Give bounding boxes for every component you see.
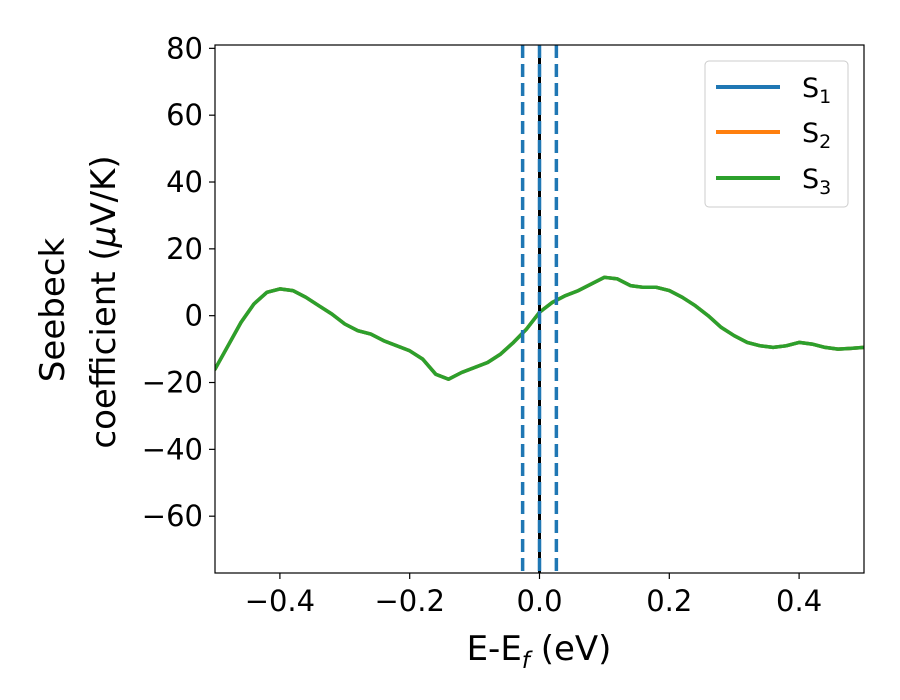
y-tick-label: 60	[166, 98, 203, 132]
legend-label-s1-base: S	[802, 73, 819, 104]
legend-label-s3-sub: 3	[819, 177, 831, 199]
legend-label-s1: S1	[802, 73, 831, 108]
x-axis-label-main: E-E	[467, 629, 522, 669]
x-tick-label: 0.0	[516, 584, 562, 618]
y-tick-label: −40	[142, 432, 203, 466]
legend: S1 S2 S3	[704, 60, 849, 208]
x-tick-label: 0.4	[776, 584, 822, 618]
y-axis-label-line2-text: coefficient (	[84, 247, 124, 448]
x-axis-label-sub: f	[522, 648, 533, 674]
legend-label-s3-base: S	[802, 164, 819, 195]
x-tick-label: −0.2	[374, 584, 444, 618]
y-tick-label: −20	[142, 366, 203, 400]
y-tick-label: 80	[166, 31, 203, 65]
y-axis-label-line1: Seebeck	[33, 238, 73, 383]
x-tick-label: 0.2	[646, 584, 692, 618]
y-tick-label: 0	[185, 299, 203, 333]
legend-label-s3: S3	[802, 164, 831, 199]
y-axis-label-line2: coefficient (μV/K)	[84, 155, 124, 448]
y-axis-label-unit: V/K)	[84, 155, 124, 225]
vline-layer	[520, 45, 559, 573]
y-tick-label: −60	[142, 499, 203, 533]
y-tick-label: 20	[166, 232, 203, 266]
y-tick-label: 40	[166, 165, 203, 199]
y-axis-label-mu: μ	[84, 226, 124, 249]
x-tick-label: −0.4	[245, 584, 315, 618]
x-axis-label-unit: (eV)	[530, 629, 612, 669]
x-axis-label: E-Ef (eV)	[467, 629, 612, 674]
legend-label-s2: S2	[802, 118, 831, 153]
legend-label-s2-sub: 2	[819, 131, 831, 153]
legend-label-s2-base: S	[802, 118, 819, 149]
y-axis-ticks: 80 60 40 20 0 −20 −40 −60	[142, 31, 215, 533]
legend-label-s1-sub: 1	[819, 86, 831, 108]
x-axis-ticks: −0.4 −0.2 0.0 0.2 0.4	[245, 573, 822, 618]
